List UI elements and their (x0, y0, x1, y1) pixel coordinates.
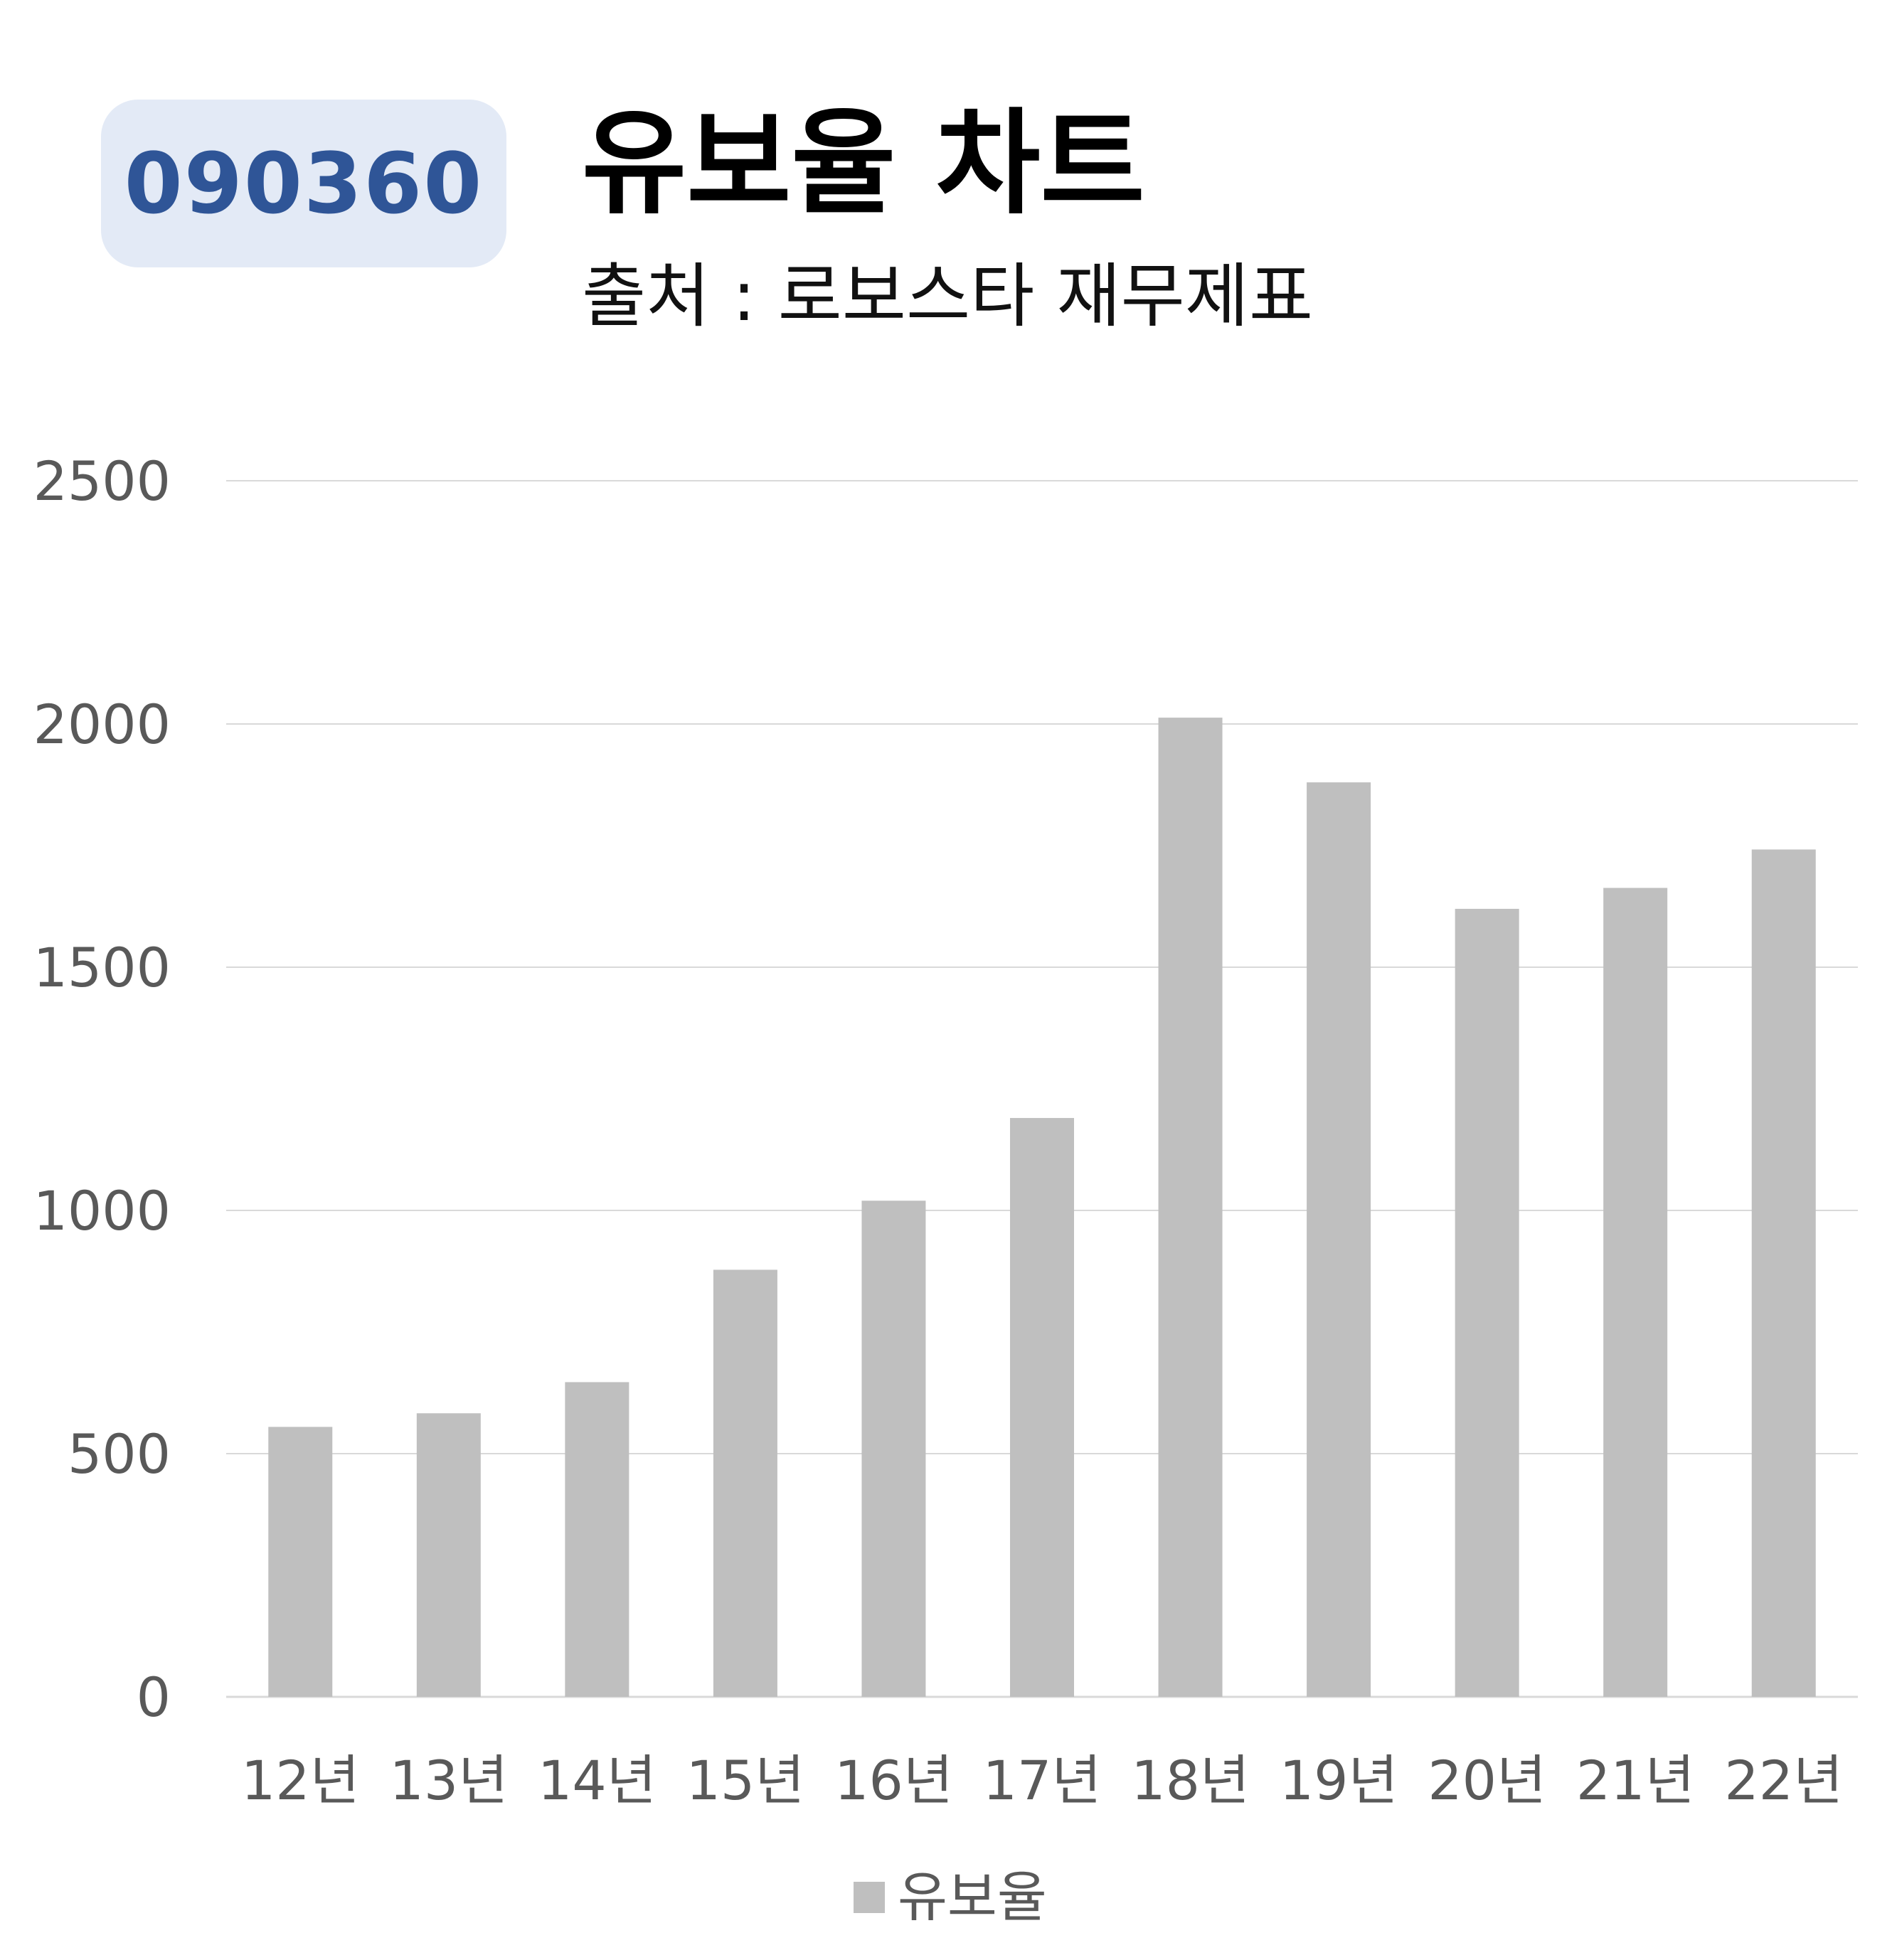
x-tick-label: 12년 (241, 1749, 360, 1812)
x-tick-label: 16년 (834, 1749, 953, 1812)
x-tick-label: 21년 (1576, 1749, 1695, 1812)
y-tick-label: 1000 (33, 1179, 171, 1242)
x-tick-label: 14년 (538, 1749, 657, 1812)
bar (713, 1269, 777, 1697)
stock-code-badge: 090360 (101, 100, 506, 267)
y-tick-label: 2500 (33, 449, 171, 513)
bars (268, 718, 1816, 1698)
x-axis-tick-labels: 12년 13년 14년 15년 16년 17년 18년 19년 20년 21년 22년 (241, 1749, 1843, 1812)
x-tick-label: 19년 (1280, 1749, 1398, 1812)
bar (1455, 908, 1519, 1697)
bar (1307, 782, 1371, 1697)
bar (268, 1427, 333, 1697)
y-tick-label: 1500 (33, 936, 171, 999)
y-tick-label: 0 (137, 1666, 171, 1729)
bar (1603, 888, 1668, 1697)
legend-swatch (854, 1882, 885, 1913)
x-tick-label: 17년 (983, 1749, 1102, 1812)
legend-label: 유보율 (898, 1865, 1047, 1929)
y-axis-tick-labels: 0 500 1000 1500 2000 2500 (33, 449, 171, 1729)
x-tick-label: 13년 (389, 1749, 508, 1812)
y-tick-label: 2000 (33, 693, 171, 756)
x-tick-label: 20년 (1428, 1749, 1546, 1812)
bar (1751, 849, 1816, 1697)
chart-source: 출처 : 로보스타 재무제표 (582, 256, 1314, 337)
x-tick-label: 22년 (1724, 1749, 1843, 1812)
y-tick-label: 500 (68, 1422, 171, 1486)
bar (861, 1200, 926, 1697)
stock-code: 090360 (124, 134, 484, 233)
bar (1010, 1118, 1074, 1697)
bar (565, 1382, 629, 1697)
bar (1158, 718, 1223, 1698)
x-tick-label: 18년 (1131, 1749, 1250, 1812)
x-tick-label: 15년 (686, 1749, 805, 1812)
bar (416, 1413, 481, 1697)
legend: 유보율 (854, 1865, 1047, 1929)
chart-title: 유보율 차트 (582, 97, 1145, 230)
